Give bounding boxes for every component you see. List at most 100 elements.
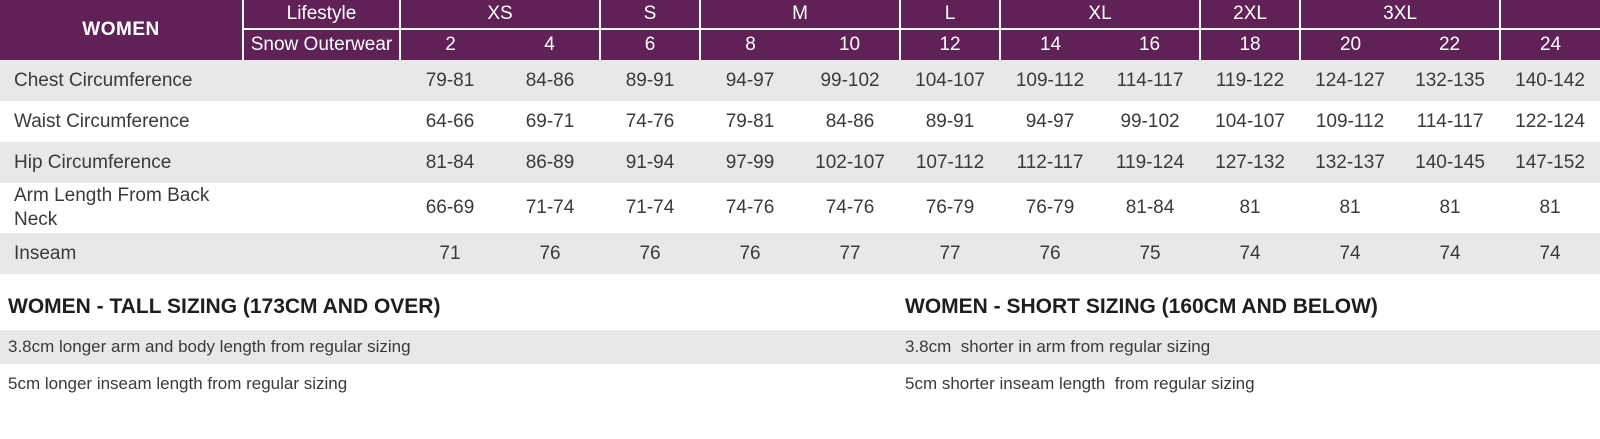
size-value-cell: 74: [1539, 242, 1561, 264]
size-value-cell: 109-112: [1015, 69, 1085, 91]
size-col-20: 20: [1299, 28, 1401, 60]
size-group-header-row: WOMEN Lifestyle XS S M L XL 2XL 3XL: [0, 0, 1600, 60]
tall-inseam-note: 5cm longer inseam length from regular si…: [8, 374, 348, 393]
size-group-3xl: 3XL: [1299, 0, 1502, 30]
size-value-cell: 84-86: [525, 69, 575, 91]
footnote-arm-row: 3.8cm longer arm and body length from re…: [0, 330, 1600, 364]
size-value-cell: 64-66: [425, 110, 475, 132]
size-col-2: 2: [399, 28, 500, 60]
tall-sizing-heading: WOMEN - TALL SIZING (173CM AND OVER): [8, 295, 441, 318]
size-col-22: 22: [1400, 28, 1501, 60]
short-arm-note: 3.8cm shorter in arm from regular sizing: [905, 337, 1211, 356]
size-value-cell: 94-97: [725, 69, 775, 91]
tall-arm-note: 3.8cm longer arm and body length from re…: [8, 337, 411, 356]
size-value-cell: 114-117: [1116, 69, 1184, 91]
size-group-xs: XS: [398, 0, 602, 30]
size-value-cell: 74-76: [725, 197, 775, 218]
size-value-cell: 77: [939, 242, 961, 264]
size-value-cell: 71-74: [625, 197, 675, 218]
size-value-cell: 94-97: [1025, 110, 1075, 132]
size-value-cell: 140-145: [1415, 151, 1485, 173]
size-value-cell: 112-117: [1016, 151, 1084, 173]
size-value-cell: 99-102: [1120, 110, 1180, 132]
size-value-cell: 122-124: [1515, 110, 1585, 132]
row-label-spacer: [243, 183, 400, 233]
size-value-cell: 109-112: [1315, 110, 1385, 132]
size-group-l: L: [899, 0, 1002, 30]
size-value-cell: 124-127: [1315, 69, 1385, 91]
size-group-blank: [1499, 0, 1600, 30]
row-label-spacer: [243, 233, 400, 274]
size-col-16: 16: [1100, 28, 1201, 60]
size-value-cell: 132-137: [1315, 151, 1385, 173]
size-value-cell: 81: [1439, 197, 1461, 218]
measurement-row: Hip Circumference 81-84 86-89 91-94 97-99 102…: [0, 142, 1600, 183]
row-label: Inseam: [14, 242, 77, 264]
size-value-cell: 81: [1339, 197, 1361, 218]
row-label-spacer: [243, 142, 400, 183]
sizing-footnotes: WOMEN - TALL SIZING (173CM AND OVER) WOM…: [0, 274, 1600, 404]
measurement-row: Chest Circumference 79-81 84-86 89-91 94-97 9…: [0, 60, 1600, 101]
header-lifestyle-label: Lifestyle: [242, 0, 401, 30]
size-value-cell: 81-84: [1125, 197, 1175, 218]
row-label-spacer: [243, 101, 400, 142]
size-group-2xl: 2XL: [1199, 0, 1302, 30]
size-value-cell: 99-102: [820, 69, 880, 91]
size-value-cell: 76-79: [925, 197, 975, 218]
size-value-cell: 69-71: [525, 110, 575, 132]
size-value-cell: 79-81: [425, 69, 475, 91]
size-group-xl: XL: [999, 0, 1202, 30]
short-sizing-heading: WOMEN - SHORT SIZING (160CM AND BELOW): [905, 295, 1378, 318]
size-group-m: M: [699, 0, 902, 30]
size-value-cell: 91-94: [625, 151, 675, 173]
size-value-cell: 119-122: [1215, 69, 1285, 91]
size-value-cell: 81: [1539, 197, 1561, 218]
table-title: WOMEN: [0, 0, 244, 60]
size-col-12: 12: [899, 28, 1001, 60]
row-label: Hip Circumference: [14, 151, 172, 173]
size-value-cell: 76: [539, 242, 561, 264]
size-value-cell: 66-69: [425, 197, 475, 218]
size-value-cell: 76-79: [1025, 197, 1075, 218]
size-value-cell: 97-99: [725, 151, 775, 173]
size-value-cell: 81: [1239, 197, 1261, 218]
size-col-10: 10: [800, 28, 901, 60]
measurement-row: Waist Circumference 64-66 69-71 74-76 79-81 8…: [0, 101, 1600, 142]
size-value-cell: 86-89: [525, 151, 575, 173]
size-value-cell: 89-91: [925, 110, 975, 132]
footnote-headings-row: WOMEN - TALL SIZING (173CM AND OVER) WOM…: [0, 284, 1600, 330]
womens-size-table: WOMEN Lifestyle XS S M L XL 2XL 3XL Snow…: [0, 0, 1600, 274]
size-value-cell: 132-135: [1415, 69, 1485, 91]
size-value-cell: 104-107: [915, 69, 985, 91]
row-label-spacer: [243, 60, 400, 101]
size-value-cell: 71-74: [525, 197, 575, 218]
row-label: Chest Circumference: [14, 69, 193, 91]
size-number-header-row: Snow Outerwear 2 4 6 8 10 12 14 16 18 20…: [0, 28, 1600, 60]
size-value-cell: 107-112: [915, 151, 985, 173]
size-value-cell: 76: [1039, 242, 1061, 264]
size-col-8: 8: [699, 28, 801, 60]
measurement-rows: Chest Circumference 79-81 84-86 89-91 94-97 9…: [0, 60, 1600, 274]
size-value-cell: 75: [1139, 242, 1161, 264]
row-label: Waist Circumference: [14, 110, 190, 132]
size-col-24: 24: [1499, 28, 1600, 60]
size-value-cell: 79-81: [725, 110, 775, 132]
header-snow-outerwear-label: Snow Outerwear: [242, 28, 401, 60]
measurement-row: Inseam 71 76 76 76 77 77 76 75 74 74 74 74: [0, 233, 1600, 274]
row-label: Arm Length From Back Neck: [14, 185, 210, 230]
size-group-s: S: [599, 0, 702, 30]
size-value-cell: 74: [1439, 242, 1461, 264]
size-value-cell: 140-142: [1515, 69, 1585, 91]
size-value-cell: 81-84: [425, 151, 475, 173]
measurement-row: Arm Length From Back Neck 66-69 71-74 71-74…: [0, 183, 1600, 233]
short-inseam-note: 5cm shorter inseam length from regular s…: [905, 374, 1255, 393]
size-value-cell: 76: [739, 242, 761, 264]
size-col-14: 14: [999, 28, 1101, 60]
size-value-cell: 89-91: [625, 69, 675, 91]
size-value-cell: 77: [839, 242, 861, 264]
size-value-cell: 76: [639, 242, 661, 264]
size-value-cell: 119-124: [1115, 151, 1185, 173]
size-value-cell: 102-107: [815, 151, 885, 173]
size-col-18: 18: [1199, 28, 1301, 60]
size-value-cell: 104-107: [1215, 110, 1285, 132]
